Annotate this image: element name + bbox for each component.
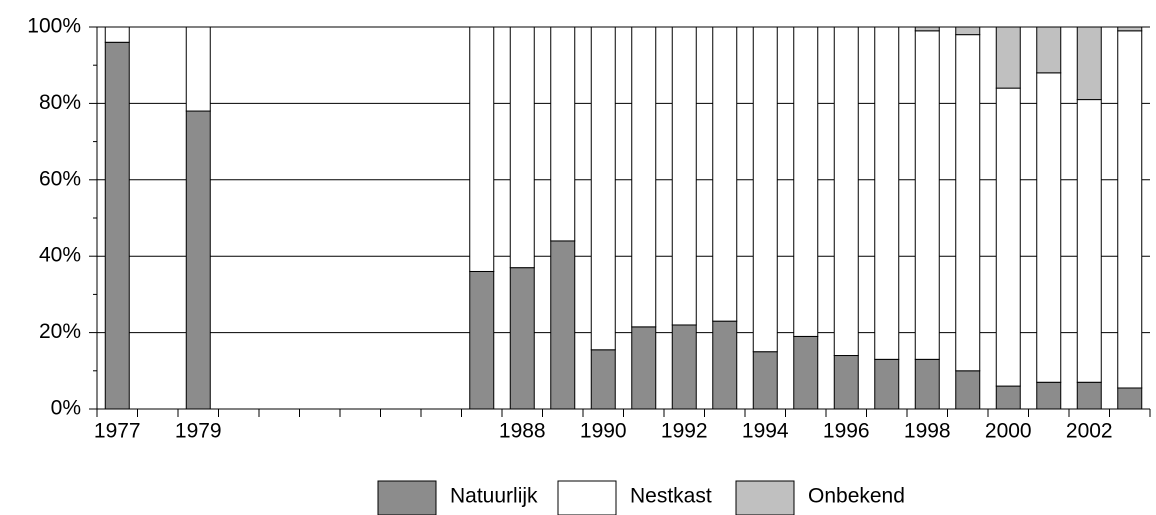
bar-segment (955, 370, 981, 410)
bar-segment (631, 326, 657, 410)
x-tick-label: 1990 (580, 420, 627, 443)
legend-swatch (735, 480, 795, 515)
x-tick-label: 1996 (823, 420, 870, 443)
x-tick-label: 2002 (1066, 420, 1113, 443)
bar-segment (550, 240, 576, 410)
bar-segment (995, 87, 1021, 387)
bar-segment (469, 26, 495, 272)
x-tick-label: 1988 (499, 420, 546, 443)
bar-segment (793, 335, 819, 410)
legend-swatch (557, 480, 617, 515)
bar-segment (671, 26, 697, 326)
x-tick-label: 1979 (175, 420, 222, 443)
bar-segment (509, 267, 535, 410)
bar-segment (712, 26, 738, 322)
bar-segment (104, 26, 130, 43)
bar-segment (469, 270, 495, 410)
bar-segment (509, 26, 535, 269)
bar-segment (550, 26, 576, 242)
bar-segment (1076, 381, 1102, 410)
y-tick-label: 0% (51, 397, 81, 420)
y-tick-label: 100% (27, 15, 81, 38)
bar-segment (1117, 387, 1143, 410)
bar-segment (1036, 72, 1062, 383)
bar-segment (995, 26, 1021, 89)
bar-segment (185, 110, 211, 410)
bar-segment (955, 34, 981, 372)
y-tick-label: 40% (39, 244, 81, 267)
bar-segment (793, 26, 819, 337)
bar-segment (1076, 99, 1102, 383)
bar-segment (712, 320, 738, 410)
legend-swatch (377, 480, 437, 515)
bar-segment (1036, 381, 1062, 410)
bar-segment (955, 26, 981, 36)
y-tick-label: 80% (39, 91, 81, 114)
bar-segment (631, 26, 657, 328)
legend-label: Onbekend (808, 485, 905, 508)
bar-segment (914, 30, 940, 360)
bar-segment (914, 358, 940, 410)
bar-segment (1117, 30, 1143, 389)
x-tick-label: 1998 (904, 420, 951, 443)
bar-segment (752, 26, 778, 353)
bar-segment (590, 26, 616, 351)
bar-segment (1076, 26, 1102, 101)
legend-label: Nestkast (630, 485, 712, 508)
bar-segment (185, 26, 211, 112)
x-tick-label: 1994 (742, 420, 789, 443)
bar-segment (671, 324, 697, 410)
bar-segment (590, 349, 616, 410)
bar-segment (1117, 26, 1143, 32)
bar-segment (1036, 26, 1062, 74)
bar-segment (995, 385, 1021, 410)
y-tick-label: 20% (39, 320, 81, 343)
bar-segment (833, 26, 859, 357)
bar-segment (752, 351, 778, 410)
x-tick-label: 2000 (985, 420, 1032, 443)
bar-segment (104, 41, 130, 410)
x-tick-label: 1977 (94, 420, 141, 443)
y-tick-label: 60% (39, 167, 81, 190)
bar-segment (874, 358, 900, 410)
bar-segment (833, 355, 859, 410)
bar-segment (914, 26, 940, 32)
legend-label: Natuurlijk (450, 485, 538, 508)
bar-segment (874, 26, 900, 360)
x-tick-label: 1992 (661, 420, 708, 443)
